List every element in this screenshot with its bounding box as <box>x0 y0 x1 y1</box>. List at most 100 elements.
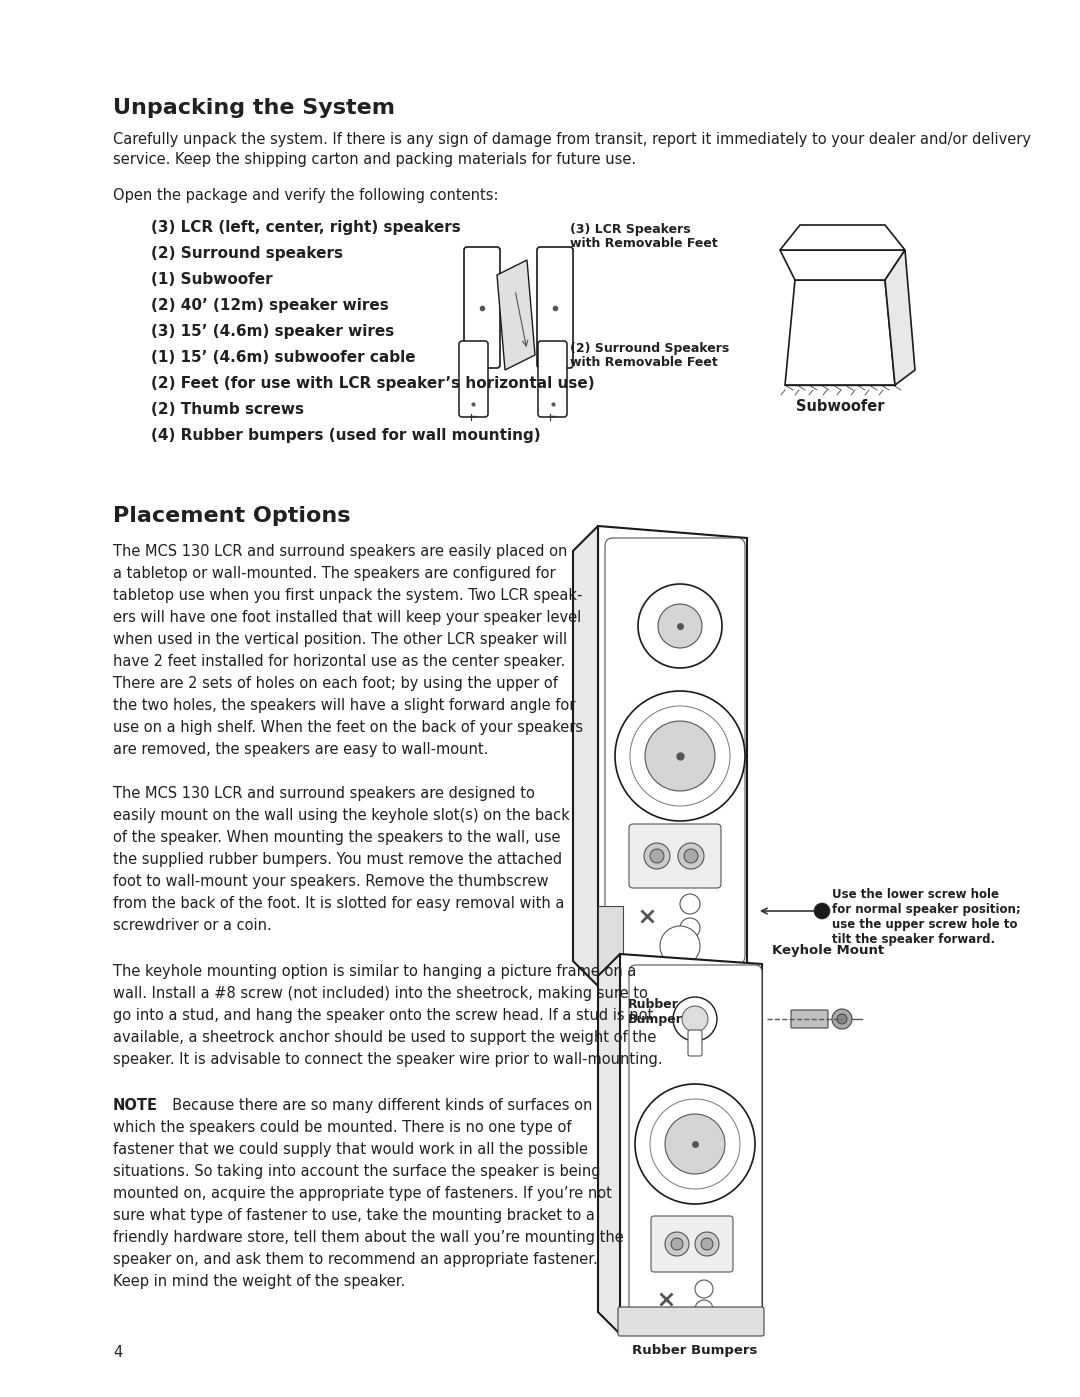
Circle shape <box>832 1009 852 1030</box>
FancyBboxPatch shape <box>651 1215 733 1273</box>
Circle shape <box>650 849 664 863</box>
Text: which the speakers could be mounted. There is no one type of: which the speakers could be mounted. The… <box>113 1120 571 1134</box>
Circle shape <box>680 894 700 914</box>
Text: Carefully unpack the system. If there is any sign of damage from transit, report: Carefully unpack the system. If there is… <box>113 131 1031 147</box>
Circle shape <box>681 1006 708 1032</box>
Text: use on a high shelf. When the feet on the back of your speakers: use on a high shelf. When the feet on th… <box>113 719 583 735</box>
Circle shape <box>671 1238 683 1250</box>
Circle shape <box>673 997 717 1041</box>
FancyBboxPatch shape <box>459 341 488 416</box>
Text: fastener that we could supply that would work in all the possible: fastener that we could supply that would… <box>113 1141 588 1157</box>
Circle shape <box>650 1099 740 1189</box>
Text: tabletop use when you first unpack the system. Two LCR speak-: tabletop use when you first unpack the s… <box>113 588 582 604</box>
Text: a tabletop or wall-mounted. The speakers are configured for: a tabletop or wall-mounted. The speakers… <box>113 566 555 581</box>
Circle shape <box>665 1232 689 1256</box>
Circle shape <box>665 1113 725 1173</box>
FancyBboxPatch shape <box>629 965 762 1319</box>
Circle shape <box>684 849 698 863</box>
Circle shape <box>658 604 702 648</box>
Text: speaker on, and ask them to recommend an appropriate fastener.: speaker on, and ask them to recommend an… <box>113 1252 597 1267</box>
Text: are removed, the speakers are easy to wall-mount.: are removed, the speakers are easy to wa… <box>113 742 488 757</box>
Polygon shape <box>598 907 653 986</box>
FancyBboxPatch shape <box>537 247 573 367</box>
Text: when used in the vertical position. The other LCR speaker will: when used in the vertical position. The … <box>113 631 567 647</box>
Text: service. Keep the shipping carton and packing materials for future use.: service. Keep the shipping carton and pa… <box>113 152 636 168</box>
Text: the supplied rubber bumpers. You must remove the attached: the supplied rubber bumpers. You must re… <box>113 852 562 868</box>
Circle shape <box>696 1280 713 1298</box>
Circle shape <box>701 1238 713 1250</box>
Text: The keyhole mounting option is similar to hanging a picture frame on a: The keyhole mounting option is similar t… <box>113 964 636 979</box>
FancyBboxPatch shape <box>618 1308 764 1336</box>
Text: Open the package and verify the following contents:: Open the package and verify the followin… <box>113 189 499 203</box>
Text: with Removable Feet: with Removable Feet <box>570 237 718 250</box>
Text: available, a sheetrock anchor should be used to support the weight of the: available, a sheetrock anchor should be … <box>113 1030 657 1045</box>
Text: screwdriver or a coin.: screwdriver or a coin. <box>113 918 272 933</box>
Text: Keep in mind the weight of the speaker.: Keep in mind the weight of the speaker. <box>113 1274 405 1289</box>
Polygon shape <box>885 250 915 386</box>
Polygon shape <box>598 527 747 986</box>
Text: go into a stud, and hang the speaker onto the screw head. If a stud is not: go into a stud, and hang the speaker ont… <box>113 1009 653 1023</box>
Text: Rubber
Bumper: Rubber Bumper <box>627 997 683 1025</box>
Polygon shape <box>620 954 762 1334</box>
Text: Use the lower screw hole
for normal speaker position;
use the upper screw hole t: Use the lower screw hole for normal spea… <box>832 888 1021 946</box>
Text: with Removable Feet: with Removable Feet <box>570 356 718 369</box>
Circle shape <box>644 842 670 869</box>
Circle shape <box>680 918 700 937</box>
Polygon shape <box>598 954 620 1334</box>
Circle shape <box>630 705 730 806</box>
Text: Rubber Bumpers: Rubber Bumpers <box>632 1344 758 1356</box>
Text: Placement Options: Placement Options <box>113 506 351 527</box>
Text: of the speaker. When mounting the speakers to the wall, use: of the speaker. When mounting the speake… <box>113 830 561 845</box>
Polygon shape <box>785 279 895 386</box>
Text: ers will have one foot installed that will keep your speaker level: ers will have one foot installed that wi… <box>113 610 581 624</box>
Text: Unpacking the System: Unpacking the System <box>113 98 395 117</box>
Text: friendly hardware store, tell them about the wall you’re mounting the: friendly hardware store, tell them about… <box>113 1229 624 1245</box>
Text: (2) Surround speakers: (2) Surround speakers <box>151 246 343 261</box>
Circle shape <box>696 1301 713 1317</box>
Text: have 2 feet installed for horizontal use as the center speaker.: have 2 feet installed for horizontal use… <box>113 654 565 669</box>
Text: (3) LCR Speakers: (3) LCR Speakers <box>570 224 690 236</box>
Text: from the back of the foot. It is slotted for easy removal with a: from the back of the foot. It is slotted… <box>113 895 565 911</box>
Text: easily mount on the wall using the keyhole slot(s) on the back: easily mount on the wall using the keyho… <box>113 807 570 823</box>
FancyBboxPatch shape <box>688 1030 702 1056</box>
Text: NOTE: NOTE <box>113 1098 158 1113</box>
Circle shape <box>615 692 745 821</box>
Circle shape <box>814 902 831 919</box>
Text: speaker. It is advisable to connect the speaker wire prior to wall-mounting.: speaker. It is advisable to connect the … <box>113 1052 663 1067</box>
Text: 4: 4 <box>113 1345 122 1361</box>
Text: Subwoofer: Subwoofer <box>796 400 885 414</box>
Text: (4) Rubber bumpers (used for wall mounting): (4) Rubber bumpers (used for wall mounti… <box>151 427 541 443</box>
Circle shape <box>635 1084 755 1204</box>
Polygon shape <box>497 260 535 370</box>
Circle shape <box>696 1232 719 1256</box>
Text: (3) 15’ (4.6m) speaker wires: (3) 15’ (4.6m) speaker wires <box>151 324 394 339</box>
Text: mounted on, acquire the appropriate type of fasteners. If you’re not: mounted on, acquire the appropriate type… <box>113 1186 612 1201</box>
Circle shape <box>660 926 700 965</box>
Circle shape <box>837 1014 847 1024</box>
Circle shape <box>638 584 723 668</box>
Text: (1) 15’ (4.6m) subwoofer cable: (1) 15’ (4.6m) subwoofer cable <box>151 351 416 365</box>
Text: (3) LCR (left, center, right) speakers: (3) LCR (left, center, right) speakers <box>151 219 461 235</box>
Text: (1) Subwoofer: (1) Subwoofer <box>151 272 272 286</box>
Text: The MCS 130 LCR and surround speakers are designed to: The MCS 130 LCR and surround speakers ar… <box>113 787 535 800</box>
Text: sure what type of fastener to use, take the mounting bracket to a: sure what type of fastener to use, take … <box>113 1208 595 1222</box>
Text: (2) Surround Speakers: (2) Surround Speakers <box>570 342 729 355</box>
Text: the two holes, the speakers will have a slight forward angle for: the two holes, the speakers will have a … <box>113 698 576 712</box>
FancyBboxPatch shape <box>605 538 745 964</box>
Text: There are 2 sets of holes on each foot; by using the upper of: There are 2 sets of holes on each foot; … <box>113 676 558 692</box>
Polygon shape <box>780 250 905 279</box>
Polygon shape <box>780 225 905 250</box>
Text: foot to wall-mount your speakers. Remove the thumbscrew: foot to wall-mount your speakers. Remove… <box>113 875 549 888</box>
Text: Keyhole Mount: Keyhole Mount <box>772 944 885 957</box>
Text: Because there are so many different kinds of surfaces on: Because there are so many different kind… <box>163 1098 592 1113</box>
FancyBboxPatch shape <box>464 247 500 367</box>
FancyBboxPatch shape <box>629 824 721 888</box>
Text: (2) 40’ (12m) speaker wires: (2) 40’ (12m) speaker wires <box>151 298 389 313</box>
Text: The MCS 130 LCR and surround speakers are easily placed on: The MCS 130 LCR and surround speakers ar… <box>113 543 567 559</box>
Polygon shape <box>573 527 598 986</box>
FancyBboxPatch shape <box>538 341 567 416</box>
Text: wall. Install a #8 screw (not included) into the sheetrock, making sure to: wall. Install a #8 screw (not included) … <box>113 986 648 1002</box>
Circle shape <box>645 721 715 791</box>
FancyBboxPatch shape <box>791 1010 828 1028</box>
Circle shape <box>678 842 704 869</box>
